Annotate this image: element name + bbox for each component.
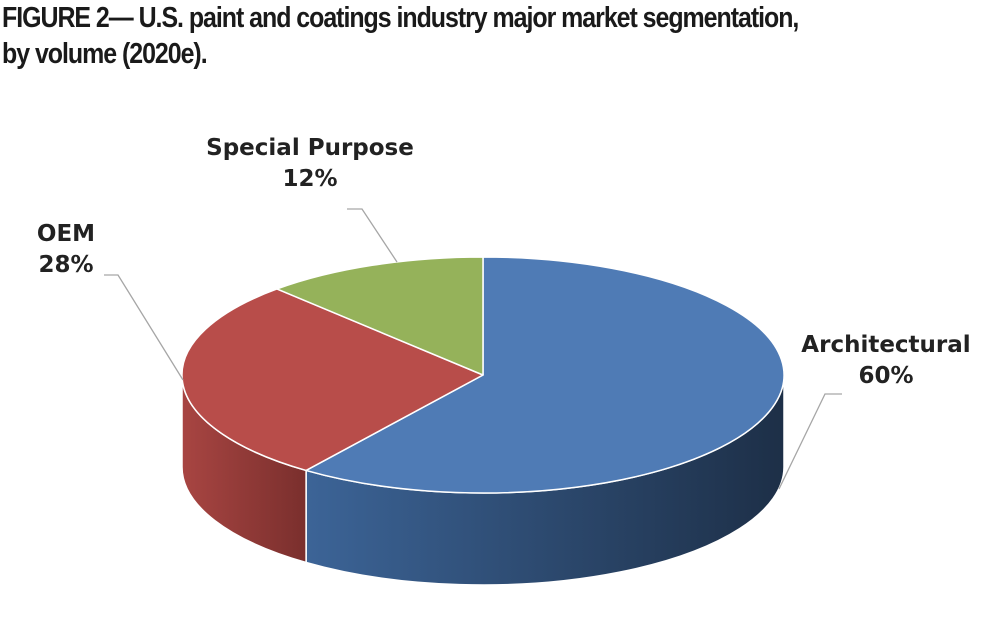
slice-value-special-purpose: 12%	[282, 166, 337, 192]
leader-lines	[104, 208, 842, 490]
pie-tops	[181, 256, 785, 494]
chart-title-line-2: by volume (2020e).	[2, 38, 208, 70]
chart-title-line-1: FIGURE 2— U.S. paint and coatings indust…	[2, 2, 799, 34]
slice-value-architectural: 60%	[858, 363, 913, 389]
slice-label-special-purpose: Special Purpose	[206, 135, 414, 161]
pie-slice-oem	[181, 288, 484, 472]
pie-slice-special-purpose	[276, 256, 484, 376]
pie-slice-architectural	[305, 256, 785, 494]
slice-label-oem: OEM	[37, 221, 95, 247]
slice-labels: Architectural 60% OEM 28% Special Purpose 12%	[37, 135, 971, 389]
slice-label-architectural: Architectural	[801, 332, 970, 358]
leader-line-special-purpose	[347, 208, 398, 263]
leader-line-oem	[104, 274, 184, 381]
slice-value-oem: 28%	[38, 252, 93, 278]
leader-line-architectural	[778, 393, 842, 490]
